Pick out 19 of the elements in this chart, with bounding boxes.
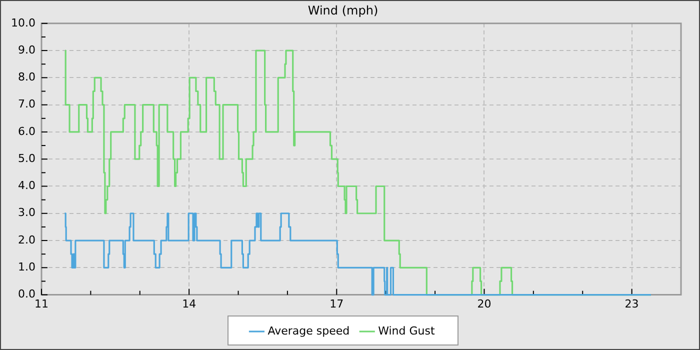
y-tick-label: 10.0 xyxy=(10,16,36,30)
y-tick-label: 5.0 xyxy=(18,152,36,165)
y-tick-label: 4.0 xyxy=(18,179,36,192)
y-tick-label: 8.0 xyxy=(18,70,36,84)
y-tick-label: 2.0 xyxy=(18,233,36,246)
x-tick-label: 11 xyxy=(34,297,48,310)
y-tick-label: 0.0 xyxy=(18,288,36,301)
y-tick-label: 6.0 xyxy=(18,124,36,138)
x-tick-label: 14 xyxy=(182,297,196,310)
legend-label: Average speed xyxy=(268,324,350,338)
y-tick-label: 7.0 xyxy=(18,98,36,111)
x-tick-label: 17 xyxy=(330,297,344,310)
y-tick-label: 9.0 xyxy=(18,43,36,56)
legend-label: Wind Gust xyxy=(378,324,436,338)
x-tick-label: 23 xyxy=(624,297,639,310)
x-tick-label: 20 xyxy=(477,297,492,310)
y-tick-label: 3.0 xyxy=(18,206,36,220)
chart-title: Wind (mph) xyxy=(308,3,378,18)
y-tick-label: 1.0 xyxy=(18,260,36,274)
